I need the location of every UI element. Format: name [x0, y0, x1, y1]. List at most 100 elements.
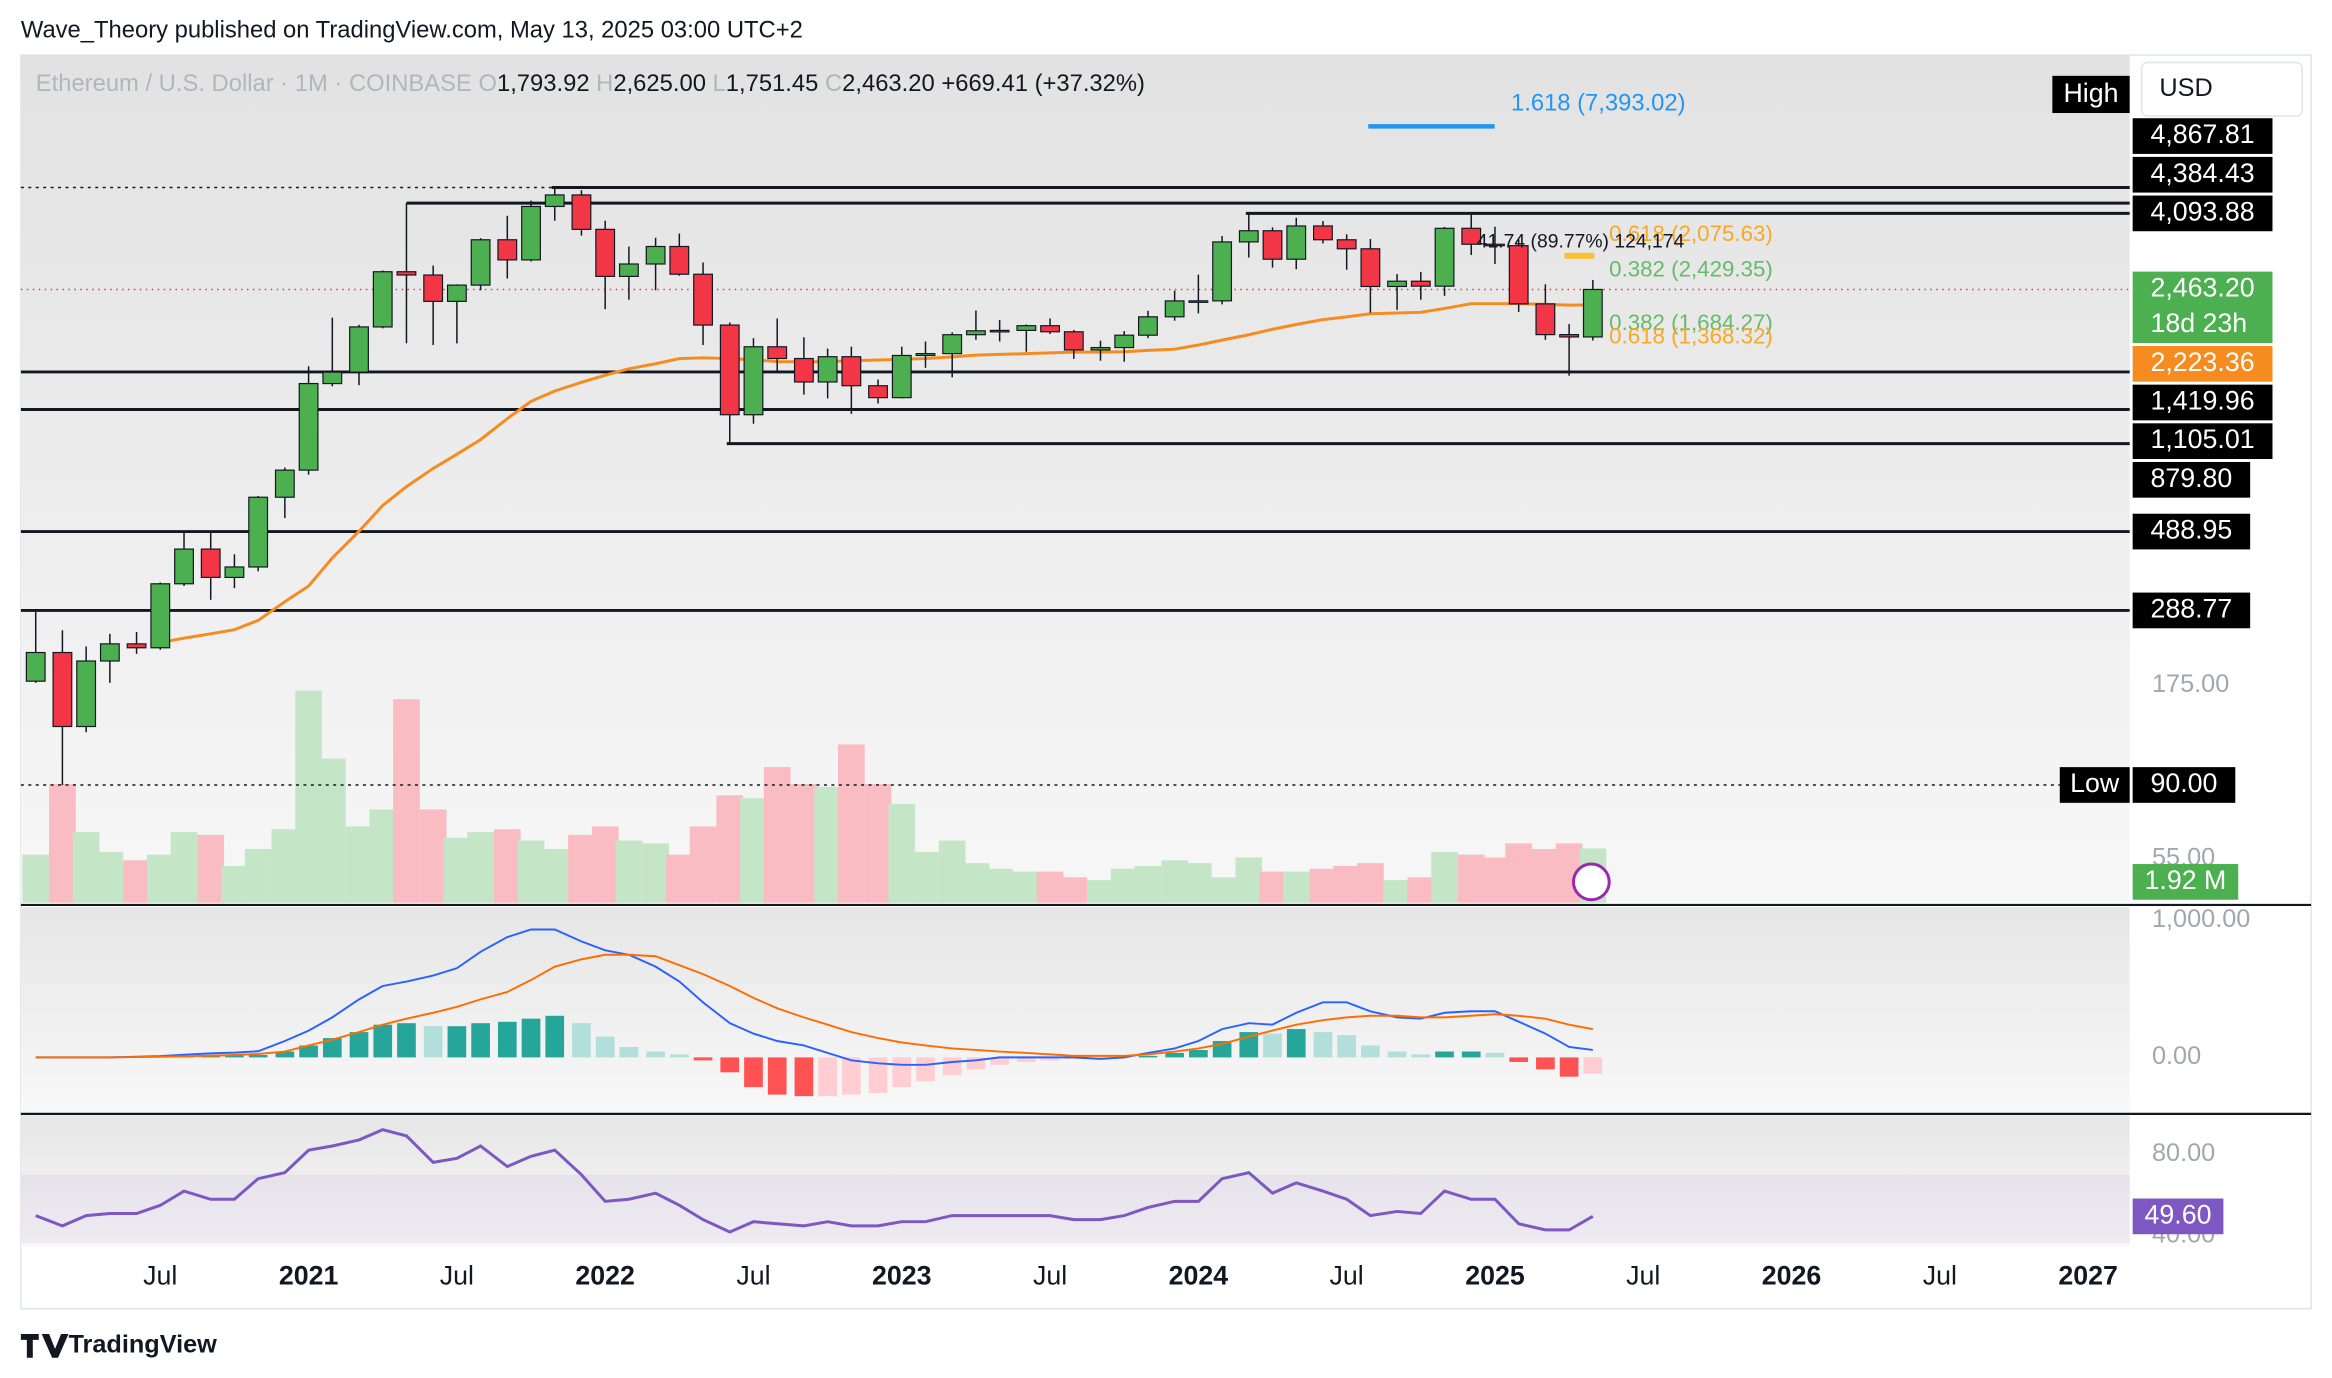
macd-tick-label: 1,000.00	[2152, 905, 2250, 933]
macd-hist	[447, 1026, 467, 1058]
volume-bar	[1208, 877, 1236, 903]
candle-body	[1387, 280, 1408, 288]
macd-hist	[818, 1057, 837, 1097]
assistant-icon[interactable]	[1571, 862, 1611, 902]
axis-label-box	[2132, 271, 2273, 344]
candle-body	[1164, 300, 1185, 318]
candle-body	[544, 194, 565, 208]
macd-hist	[916, 1057, 935, 1082]
macd-hist	[225, 1055, 244, 1058]
axis-label: 879.80	[2150, 463, 2232, 493]
legend-change: +669.41 (+37.32%)	[941, 70, 1145, 97]
volume-bar	[716, 795, 744, 903]
volume-bar	[419, 809, 447, 903]
volume-bar	[541, 849, 569, 903]
volume-bar	[1505, 843, 1533, 903]
volume-bar	[1481, 857, 1509, 903]
candle-body	[1535, 303, 1556, 336]
legend-key: O	[478, 70, 497, 97]
volume-bar	[1161, 860, 1188, 903]
candle-body	[915, 353, 936, 357]
macd-hist	[1286, 1029, 1306, 1058]
measure-label: 41.74 (89.77%) 124,174	[1477, 232, 1685, 253]
candle-body	[841, 356, 862, 387]
volume-bar	[591, 826, 619, 903]
macd-hist	[744, 1057, 763, 1088]
legend-key: H	[596, 70, 613, 97]
candle-body	[1238, 230, 1259, 243]
candle-body	[52, 651, 73, 728]
candle-body	[1063, 331, 1084, 351]
axis-label-box	[2132, 513, 2251, 550]
macd-hist	[868, 1057, 888, 1094]
volume-bar	[443, 837, 471, 903]
volume-bar	[197, 834, 225, 903]
macd-hist	[248, 1054, 268, 1058]
axis-label: 1,419.96	[2150, 386, 2254, 416]
axis-label-box	[2132, 384, 2273, 421]
macd-hist	[545, 1015, 565, 1058]
macd-hist	[842, 1057, 861, 1095]
candle-body	[1114, 334, 1135, 349]
volume-value-label: 1.92 M	[2145, 865, 2227, 895]
macd-hist	[669, 1054, 689, 1058]
candle-body	[669, 245, 690, 275]
macd-hist	[1387, 1051, 1407, 1058]
axis-label: 90.00	[2150, 768, 2217, 798]
high-tag-text: High	[2064, 78, 2119, 108]
y-tick-label: 175.00	[2152, 670, 2229, 698]
macd-pane	[20, 907, 2130, 1113]
volume-bar	[986, 868, 1013, 903]
macd-tick-label: 0.00	[2152, 1042, 2201, 1070]
candle-body	[942, 334, 963, 355]
candle-body	[1559, 334, 1580, 338]
rsi-band	[20, 1174, 2130, 1244]
volume-bar	[170, 832, 198, 903]
candle-body	[1434, 227, 1455, 287]
signal-line	[35, 953, 1593, 1059]
macd-hist	[1361, 1045, 1380, 1058]
low-tag-text: Low	[2070, 768, 2120, 798]
volume-bar	[763, 767, 791, 903]
macd-hist	[794, 1057, 814, 1097]
candle-body	[1485, 243, 1505, 247]
legend: Ethereum / U.S. Dollar · 1M · COINBASE O…	[36, 70, 1145, 97]
axis-label-box	[2132, 156, 2273, 193]
candle-body	[1262, 230, 1283, 260]
candle-body	[150, 583, 171, 649]
legend-value: 2,625.00	[613, 70, 706, 97]
volume-bar	[665, 854, 693, 903]
macd-hist	[966, 1057, 986, 1070]
macd-hist	[497, 1021, 517, 1058]
fib-label: 0.618 (2,075.63)	[1609, 221, 1773, 246]
legend-value: 2,463.20	[842, 70, 935, 97]
candle-body	[423, 274, 444, 302]
macd-hist	[423, 1026, 443, 1058]
rsi-value-label: 49.60	[2145, 1199, 2212, 1229]
macd-hist	[720, 1057, 740, 1073]
candle-body	[224, 566, 245, 579]
x-tick-label: Jul	[1033, 1261, 1067, 1291]
volume-bar	[1407, 877, 1435, 903]
candle-body	[1188, 300, 1209, 303]
publisher-line: Wave_Theory published on TradingView.com…	[21, 17, 803, 44]
axis-label: 4,384.43	[2150, 158, 2254, 188]
volume-bar	[938, 840, 966, 903]
volume-bar	[790, 784, 818, 903]
volume-bar	[814, 786, 841, 903]
volume-bar	[912, 851, 939, 903]
volume-bar	[642, 843, 669, 903]
candle-body	[200, 548, 221, 579]
x-tick-label: Jul	[1923, 1261, 1957, 1291]
x-tick-label: 2026	[1762, 1261, 1822, 1291]
macd-hist	[1017, 1057, 1036, 1062]
currency-button[interactable]	[2140, 61, 2303, 117]
candle-body	[1016, 325, 1037, 331]
candle-body	[1212, 241, 1233, 302]
candle-body	[719, 324, 740, 416]
macd-hist	[942, 1057, 962, 1076]
macd-hist	[1189, 1050, 1208, 1058]
x-tick-label: 2024	[1169, 1261, 1229, 1291]
volume-bar	[1235, 857, 1263, 903]
candle-body	[521, 205, 541, 261]
